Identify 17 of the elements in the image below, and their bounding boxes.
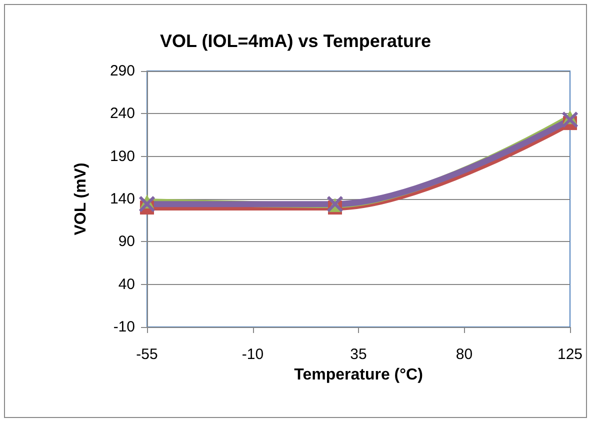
y-tick-label: 240 <box>110 105 135 122</box>
y-tick-label: 40 <box>118 276 135 293</box>
y-tick-label: 90 <box>118 233 135 250</box>
chart-title: VOL (IOL=4mA) vs Temperature <box>160 31 431 51</box>
x-tick-label: 35 <box>350 346 367 363</box>
x-tick-label: -10 <box>242 346 264 363</box>
x-tick-label: -55 <box>136 346 158 363</box>
y-axis-title: VOL (mV) <box>72 162 90 236</box>
x-tick-label: 80 <box>456 346 473 363</box>
x-axis-title: Temperature (°C) <box>294 366 423 384</box>
y-tick-label: 190 <box>110 148 135 165</box>
y-tick-label: -10 <box>113 318 135 336</box>
point <box>562 111 578 128</box>
y-tick-label: 140 <box>110 190 135 208</box>
y-tick-label: 290 <box>110 62 135 80</box>
point <box>138 196 156 213</box>
x-tick-label: 125 <box>557 346 583 363</box>
